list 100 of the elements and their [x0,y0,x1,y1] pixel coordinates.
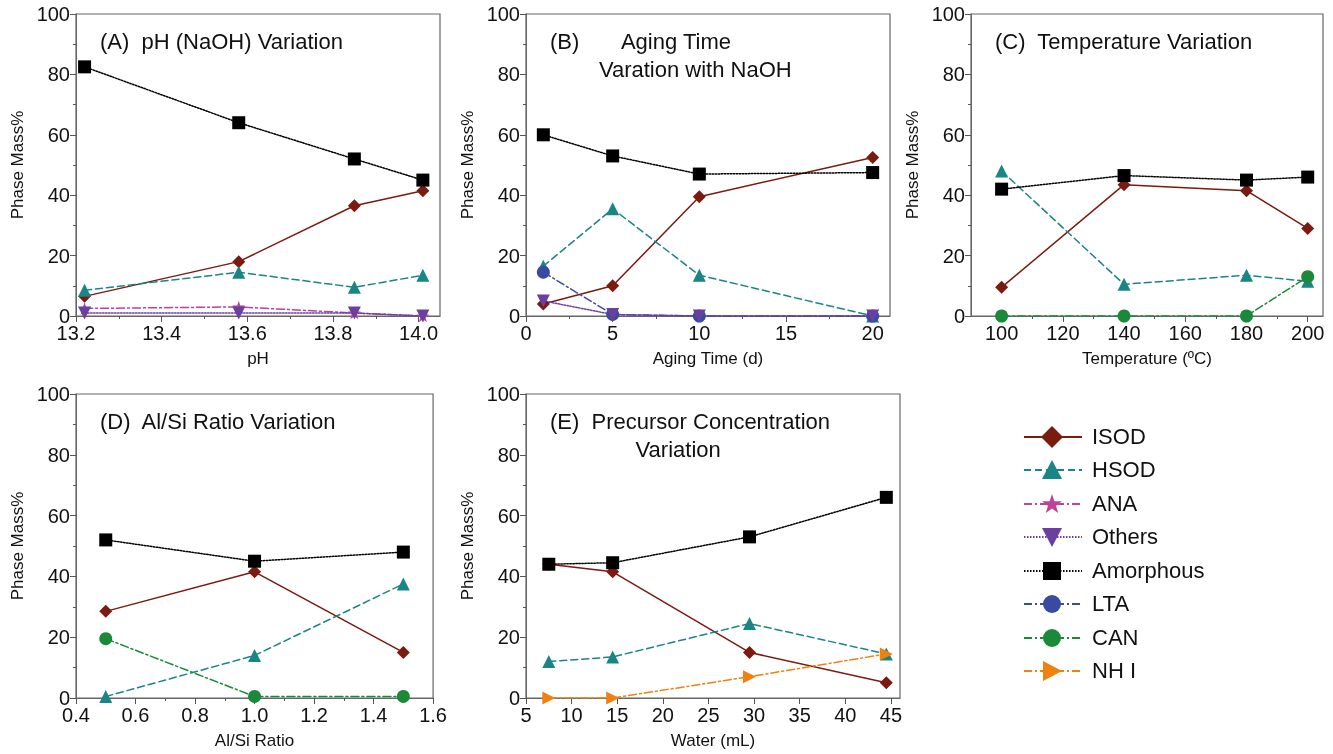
point [536,265,550,279]
point [742,530,756,544]
point [78,283,92,297]
point [606,650,620,664]
y-axis-title: Phase Mass% [902,110,922,220]
point [232,255,246,269]
point [995,182,1009,196]
point [99,533,113,547]
x-tick-label: 45 [879,704,902,726]
x-tick-label: 35 [788,704,811,726]
y-tick-label: 0 [508,687,520,709]
y-tick-label: 100 [36,3,70,25]
x-tick-label: 15 [774,322,798,344]
y-tick-label: 80 [497,63,520,86]
y-tick-label: 40 [497,184,520,207]
y-tick-label: 40 [497,565,520,588]
point [396,545,410,559]
point [1301,221,1315,235]
text: (C) Temperature Variation [995,28,1253,54]
point [995,280,1009,294]
y-tick-label: 20 [497,626,520,649]
x-tick-label: 200 [1291,322,1325,344]
point [396,645,410,659]
point [606,149,620,163]
x-tick-label: 1.4 [359,704,388,726]
legend-label: ISOD [1092,423,1146,450]
point [995,164,1009,178]
point [1117,309,1131,323]
point [1117,169,1131,183]
point [692,268,706,282]
point [742,645,756,659]
x-tick-label: 13.4 [142,322,182,344]
y-tick-label: 100 [486,3,520,25]
x-tick-label: 180 [1229,322,1264,344]
y-tick-label: 60 [942,123,965,146]
y-tick-label: 60 [497,123,520,146]
point [416,173,430,187]
point [1301,270,1315,284]
point [248,648,262,662]
legend-label: Others [1092,524,1159,551]
point [606,691,620,705]
x-axis-title: Aging Time (d) [652,349,764,368]
point [396,577,410,591]
point [606,279,620,293]
point [879,676,893,690]
point [692,167,706,181]
point [742,670,756,684]
legend-label: HSOD [1092,457,1156,484]
y-tick-label: 20 [942,244,965,267]
point [347,199,361,213]
point [866,166,880,180]
point [396,689,410,703]
y-tick-label: 20 [497,244,520,267]
y-tick-label: 100 [486,383,520,405]
point [536,128,550,142]
point [606,202,620,216]
x-tick-label: 13.8 [313,322,353,344]
point [99,689,113,703]
y-tick-label: 20 [47,244,70,267]
x-tick-label: 1.6 [419,704,447,726]
point [232,265,246,279]
text: (A) pH (NaOH) Variation [100,28,343,54]
y-tick-label: 0 [953,305,965,327]
point [248,689,262,703]
x-tick-label: 25 [697,704,720,726]
legend-label: CAN [1092,624,1139,651]
y-tick-label: 80 [942,63,965,86]
point [866,150,880,164]
x-tick-label: 0.8 [181,704,209,726]
y-tick-label: 80 [497,443,520,466]
text: (B) Aging Time Varation with NaOH [550,28,792,82]
x-tick-label: 13.6 [227,322,267,344]
x-tick-label: 10 [560,704,583,726]
x-axis-title: pH [247,349,269,368]
y-tick-label: 40 [47,565,70,588]
point [606,556,620,570]
y-tick-label: 80 [47,443,70,466]
x-tick-label: 0.6 [121,704,150,726]
point [248,554,262,568]
point [1239,268,1253,282]
point [347,152,361,166]
x-tick-label: 14.0 [399,322,439,344]
point [542,691,556,705]
point [78,60,92,74]
y-tick-label: 40 [942,184,965,207]
y-tick-label: 40 [47,184,70,207]
y-tick-label: 100 [931,3,965,25]
legend-label: LTA [1092,591,1130,618]
y-axis-title: Phase Mass% [7,491,27,601]
y-tick-label: 100 [36,383,70,405]
point [879,490,893,504]
x-tick-label: 5 [520,704,532,726]
point [416,268,430,282]
point [99,604,113,618]
y-tick-label: 20 [47,626,70,649]
x-tick-label: 140 [1107,322,1141,344]
y-tick-label: 80 [47,63,70,86]
point [1117,277,1131,291]
y-tick-label: 60 [497,504,520,527]
point [99,632,113,646]
